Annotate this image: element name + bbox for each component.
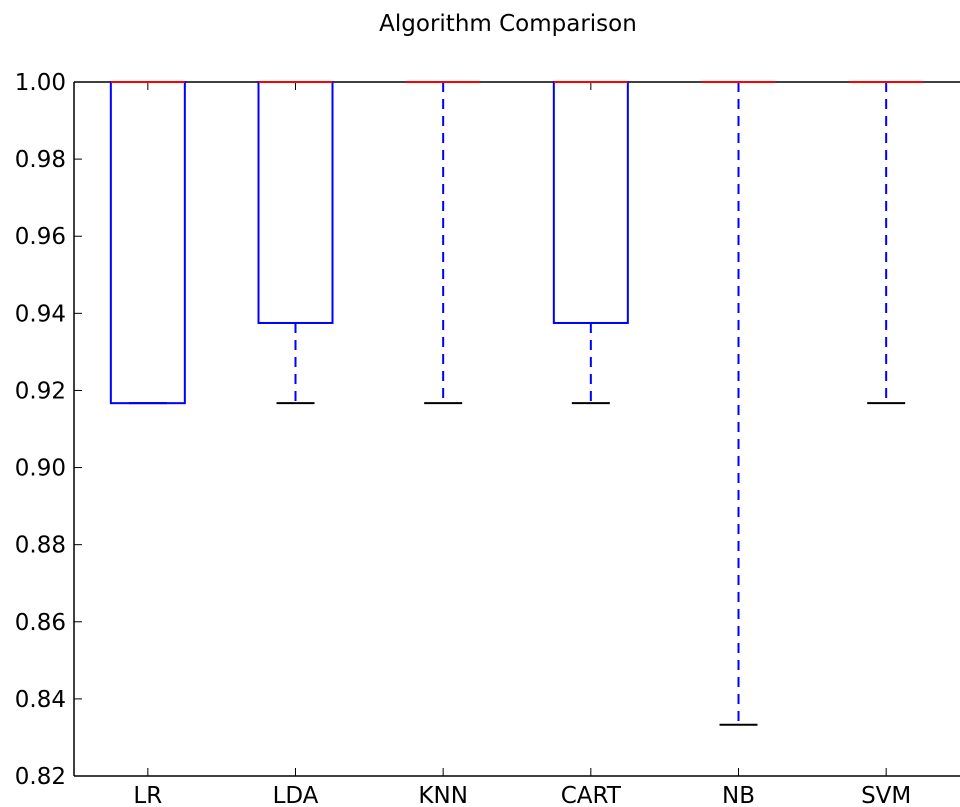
y-tick-label: 0.92 bbox=[15, 378, 66, 404]
x-tick-label: KNN bbox=[418, 783, 468, 807]
y-tick-label: 0.88 bbox=[15, 533, 66, 559]
y-tick-label: 0.98 bbox=[15, 147, 66, 173]
y-tick-label: 0.86 bbox=[15, 610, 66, 636]
box-cart bbox=[552, 81, 629, 324]
x-tick-label: CART bbox=[561, 783, 622, 807]
chart-title: Algorithm Comparison bbox=[379, 11, 637, 37]
x-tick-label: NB bbox=[722, 783, 755, 807]
y-tick-label: 0.96 bbox=[15, 224, 66, 250]
y-tick-label: 0.84 bbox=[15, 687, 66, 713]
y-tick-label: 0.94 bbox=[15, 301, 66, 327]
x-tick-label: SVM bbox=[861, 783, 911, 807]
x-tick-label: LDA bbox=[273, 783, 319, 807]
box-lr bbox=[109, 81, 186, 405]
plot-area: 0.82 0.84 0.86 0.88 0.90 0.92 0.94 0.96 0.98 1.00… bbox=[15, 70, 960, 807]
y-tick-label: 1.00 bbox=[15, 70, 66, 96]
box-lda bbox=[257, 81, 334, 324]
y-tick-label: 0.90 bbox=[15, 456, 66, 482]
y-tick-label: 0.82 bbox=[15, 764, 66, 790]
x-tick-label: LR bbox=[133, 783, 162, 807]
